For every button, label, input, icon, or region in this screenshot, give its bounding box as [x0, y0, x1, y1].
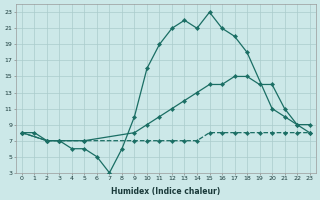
X-axis label: Humidex (Indice chaleur): Humidex (Indice chaleur): [111, 187, 220, 196]
